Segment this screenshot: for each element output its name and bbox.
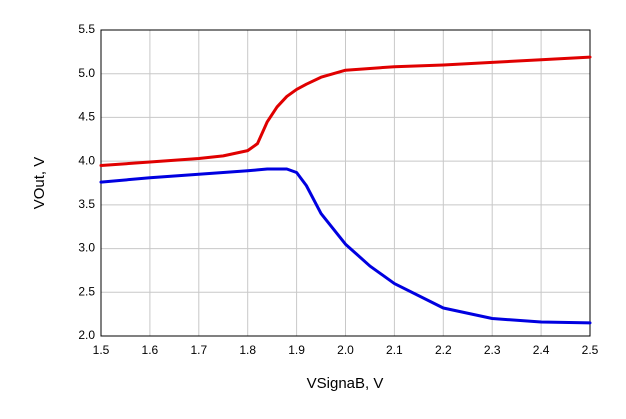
y-axis-label: VOut, V	[31, 157, 48, 210]
x-tick-label: 2.4	[533, 343, 550, 357]
y-tick-label: 2.5	[78, 284, 95, 298]
y-tick-label: 3.5	[78, 197, 95, 211]
x-tick-label: 2.2	[435, 343, 452, 357]
x-tick-label: 2.0	[337, 343, 354, 357]
y-tick-label: 3.0	[78, 241, 95, 255]
x-axis-label: VSignaB, V	[307, 375, 384, 392]
y-tick-label: 4.0	[78, 153, 95, 167]
x-tick-label: 2.5	[582, 343, 599, 357]
x-tick-label: 2.3	[484, 343, 501, 357]
y-tick-label: 5.5	[78, 22, 95, 36]
line	[99, 167, 592, 325]
y-tick-label: 4.5	[78, 110, 95, 124]
x-tick-label: 1.8	[239, 343, 256, 357]
x-tick-label: 2.1	[386, 343, 403, 357]
x-tick-label: 1.5	[93, 343, 110, 357]
y-tick-label: 5.0	[78, 66, 95, 80]
x-tick-label: 1.7	[190, 343, 207, 357]
x-tick-label: 1.9	[288, 343, 305, 357]
x-tick-label: 1.6	[142, 343, 159, 357]
line	[99, 55, 592, 168]
y-tick-label: 2.0	[78, 328, 95, 342]
